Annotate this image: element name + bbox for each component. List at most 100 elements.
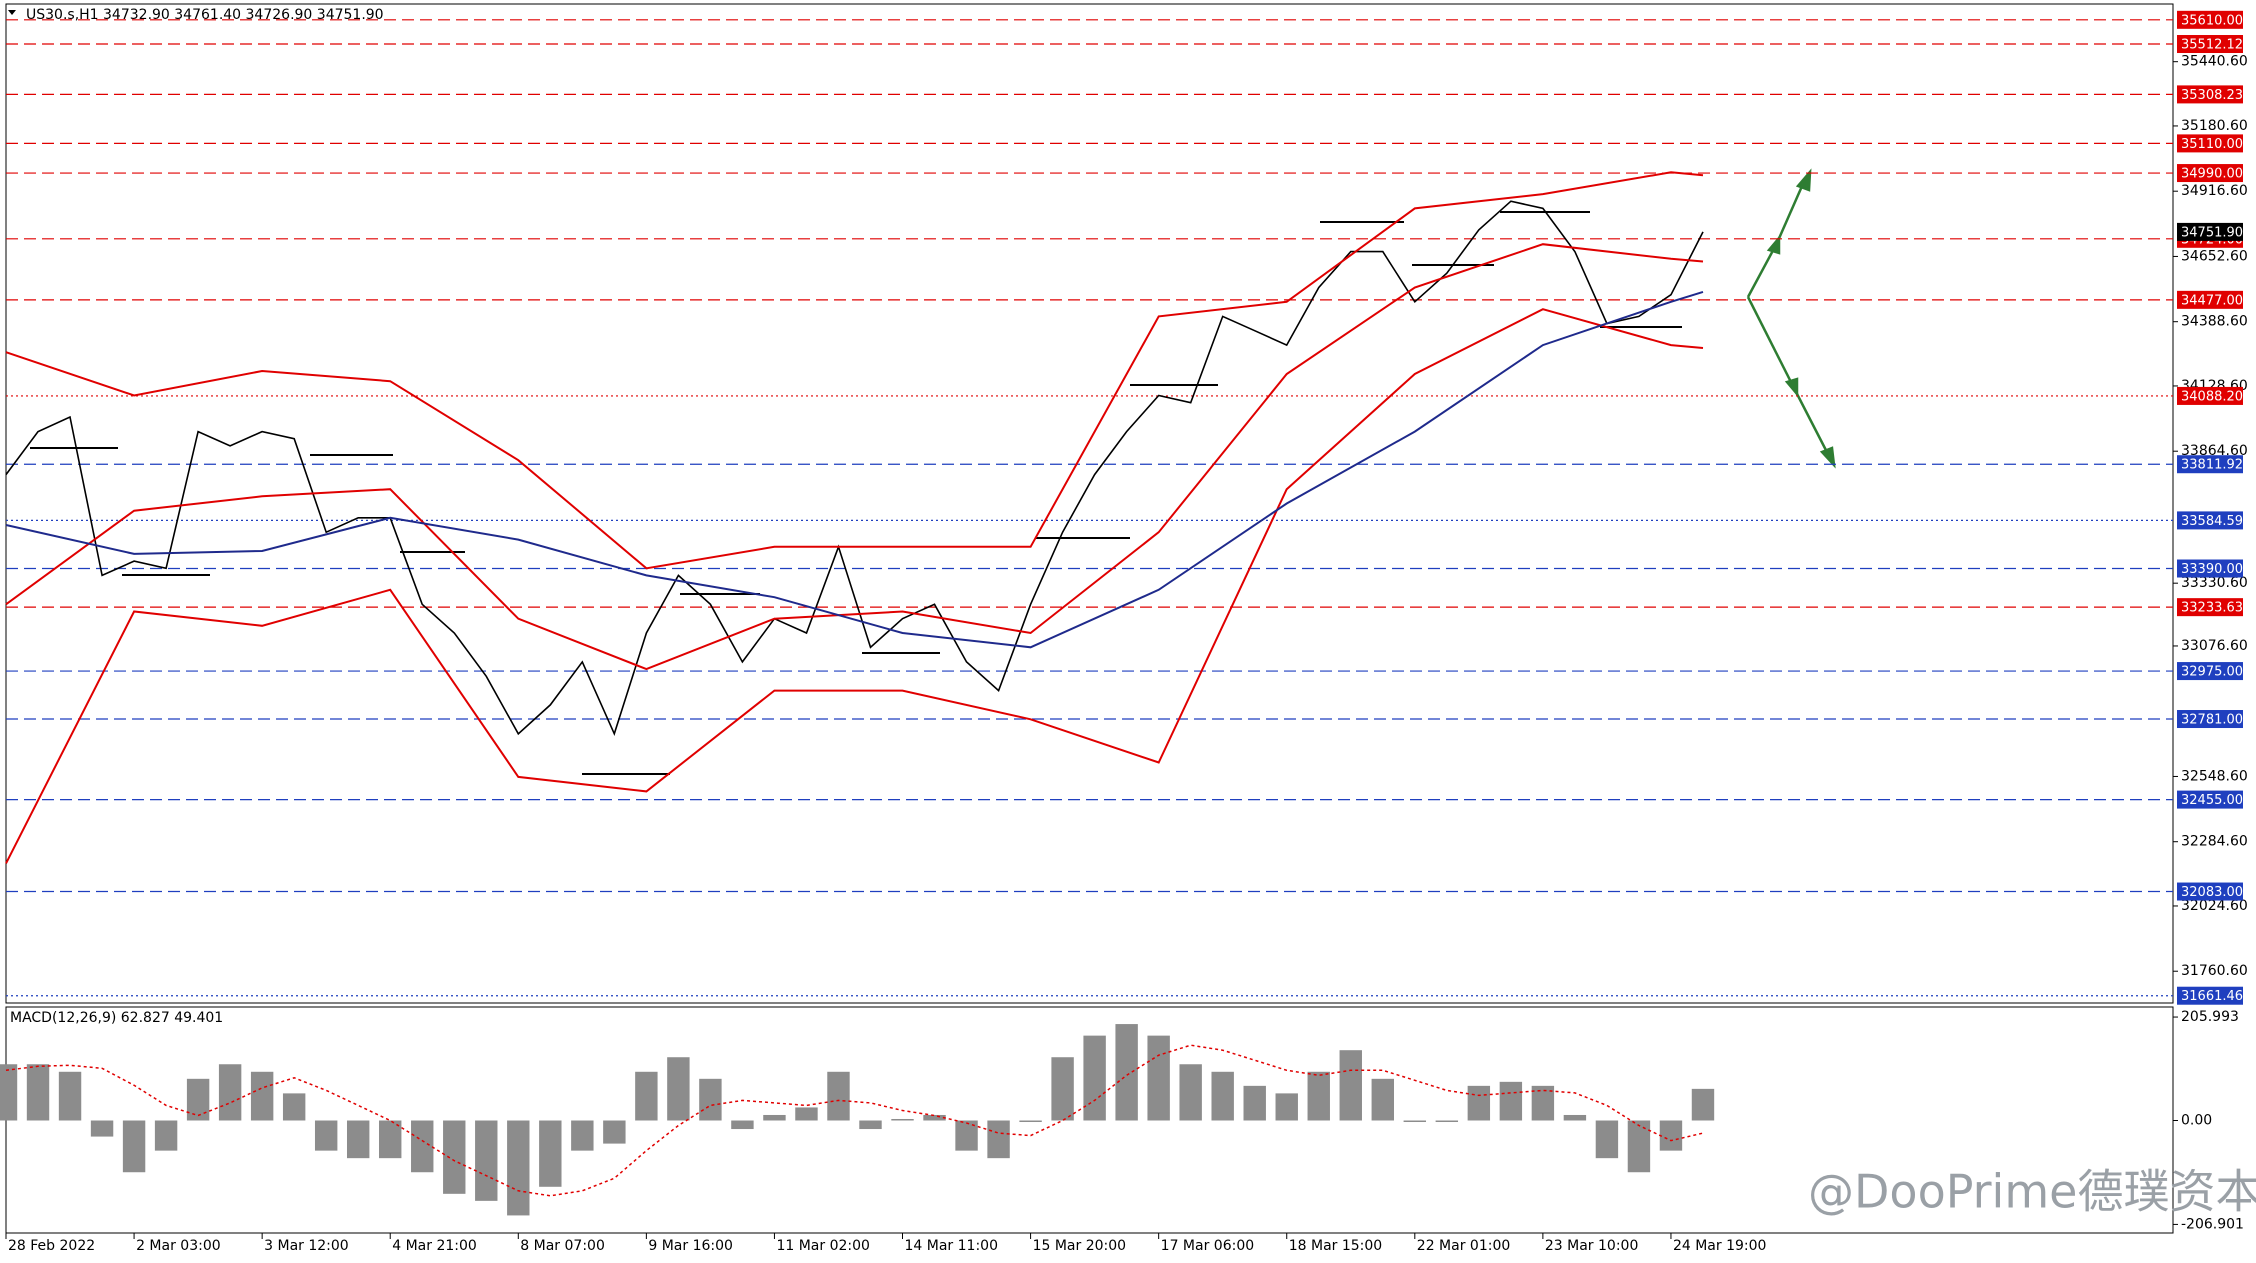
macd-bar bbox=[571, 1120, 594, 1151]
level-label: 33390.00 bbox=[2181, 562, 2243, 577]
y-tick-label: 34916.60 bbox=[2181, 183, 2248, 199]
level-label: 35308.23 bbox=[2181, 88, 2243, 103]
x-tick-label: 23 Mar 10:00 bbox=[1545, 1238, 1638, 1254]
level-label: 32781.00 bbox=[2181, 713, 2243, 728]
y-tick-label: 32548.60 bbox=[2181, 768, 2248, 784]
level-label-box bbox=[2177, 85, 2243, 104]
macd-bar bbox=[667, 1057, 690, 1121]
macd-bar bbox=[1243, 1085, 1266, 1121]
macd-bar bbox=[987, 1120, 1010, 1159]
y-tick-label: 33864.60 bbox=[2181, 443, 2248, 459]
macd-bar bbox=[1627, 1120, 1651, 1173]
x-tick-label: 28 Feb 2022 bbox=[8, 1238, 95, 1254]
x-tick-label: 18 Mar 15:00 bbox=[1289, 1238, 1382, 1254]
x-tick-label: 2 Mar 03:00 bbox=[136, 1238, 221, 1254]
level-label: 31661.46 bbox=[2181, 989, 2243, 1004]
macd-bar bbox=[218, 1064, 242, 1121]
macd-bar bbox=[1403, 1120, 1427, 1123]
x-tick-label: 22 Mar 01:00 bbox=[1417, 1238, 1510, 1254]
level-label: 35512.12 bbox=[2181, 38, 2243, 53]
macd-bar bbox=[699, 1078, 722, 1121]
y-tick-label: 35180.60 bbox=[2181, 118, 2248, 134]
indicator-line bbox=[5, 308, 1704, 864]
macd-bar bbox=[282, 1093, 306, 1121]
macd-bar bbox=[1019, 1120, 1042, 1123]
y-tick-label: 0.00 bbox=[2181, 1113, 2212, 1129]
macd-bar bbox=[1435, 1120, 1459, 1123]
macd-bar bbox=[90, 1120, 114, 1137]
level-label: 35110.00 bbox=[2181, 137, 2243, 152]
level-label: 33233.63 bbox=[2181, 601, 2243, 616]
signal-line bbox=[5, 1044, 1704, 1197]
macd-bar bbox=[635, 1071, 658, 1121]
y-tick-label: -206.901 bbox=[2181, 1216, 2244, 1232]
macd-bar bbox=[1595, 1120, 1619, 1159]
macd-bar bbox=[1467, 1085, 1491, 1121]
current-price-label: 34751.90 bbox=[2181, 225, 2243, 240]
macd-bar bbox=[0, 1064, 18, 1121]
macd-bar bbox=[346, 1120, 370, 1159]
level-label: 33584.59 bbox=[2181, 514, 2243, 529]
level-label: 34990.00 bbox=[2181, 167, 2243, 182]
level-label: 32975.00 bbox=[2181, 665, 2243, 680]
macd-bar bbox=[827, 1071, 850, 1121]
level-label-box bbox=[2177, 710, 2243, 729]
y-tick-label: 32284.60 bbox=[2181, 834, 2248, 850]
macd-bar bbox=[1371, 1078, 1394, 1121]
level-label: 33811.92 bbox=[2181, 458, 2243, 473]
macd-bar bbox=[314, 1120, 338, 1151]
price-line bbox=[5, 200, 1704, 737]
y-tick-label: 32024.60 bbox=[2181, 898, 2248, 914]
macd-bar bbox=[1531, 1085, 1555, 1121]
x-tick-label: 15 Mar 20:00 bbox=[1033, 1238, 1126, 1254]
indicator-line bbox=[5, 290, 1704, 649]
level-label-box bbox=[2177, 559, 2243, 578]
level-label: 32455.00 bbox=[2181, 793, 2243, 808]
macd-bar bbox=[1083, 1035, 1106, 1121]
x-tick-label: 11 Mar 02:00 bbox=[776, 1238, 869, 1254]
macd-bar bbox=[1563, 1114, 1587, 1121]
macd-bar bbox=[1211, 1071, 1234, 1121]
y-tick-label: 31760.60 bbox=[2181, 963, 2248, 979]
x-tick-label: 24 Mar 19:00 bbox=[1673, 1238, 1766, 1254]
y-tick-label: 33076.60 bbox=[2181, 638, 2248, 654]
current-price-box bbox=[2177, 222, 2243, 241]
price-panel bbox=[5, 3, 2174, 1004]
macd-bar bbox=[122, 1120, 146, 1173]
macd-bar bbox=[1179, 1064, 1202, 1121]
macd-bar bbox=[186, 1078, 210, 1121]
macd-bar bbox=[1691, 1088, 1715, 1121]
indicator-line bbox=[5, 171, 1704, 570]
level-label: 32083.00 bbox=[2181, 885, 2243, 900]
level-label-box bbox=[2177, 598, 2243, 617]
macd-bar bbox=[507, 1120, 530, 1216]
macd-bar bbox=[795, 1107, 818, 1121]
macd-bar bbox=[1307, 1071, 1330, 1121]
level-label-box bbox=[2177, 455, 2243, 474]
level-label: 34088.20 bbox=[2181, 389, 2243, 404]
menu-icon bbox=[8, 10, 16, 15]
level-label-box bbox=[2177, 662, 2243, 681]
macd-bar bbox=[1659, 1120, 1683, 1151]
macd-bar bbox=[154, 1120, 178, 1151]
x-tick-label: 3 Mar 12:00 bbox=[264, 1238, 349, 1254]
y-tick-label: 34652.60 bbox=[2181, 248, 2248, 264]
level-label-box bbox=[2177, 986, 2243, 1005]
x-tick-label: 17 Mar 06:00 bbox=[1161, 1238, 1254, 1254]
macd-bar bbox=[1051, 1057, 1074, 1121]
x-tick-label: 14 Mar 11:00 bbox=[905, 1238, 998, 1254]
macd-bar bbox=[475, 1120, 498, 1201]
projection-arrows bbox=[1746, 168, 1836, 469]
macd-bar bbox=[250, 1071, 274, 1121]
level-label-box bbox=[2177, 35, 2243, 54]
macd-bar bbox=[731, 1120, 754, 1130]
indicator-line bbox=[5, 243, 1704, 671]
macd-bar bbox=[1499, 1081, 1523, 1121]
macd-bar bbox=[1115, 1024, 1138, 1121]
level-label: 34477.00 bbox=[2181, 293, 2243, 308]
macd-bar bbox=[379, 1120, 402, 1159]
y-tick-label: 35440.60 bbox=[2181, 54, 2248, 70]
macd-bar bbox=[539, 1120, 562, 1187]
